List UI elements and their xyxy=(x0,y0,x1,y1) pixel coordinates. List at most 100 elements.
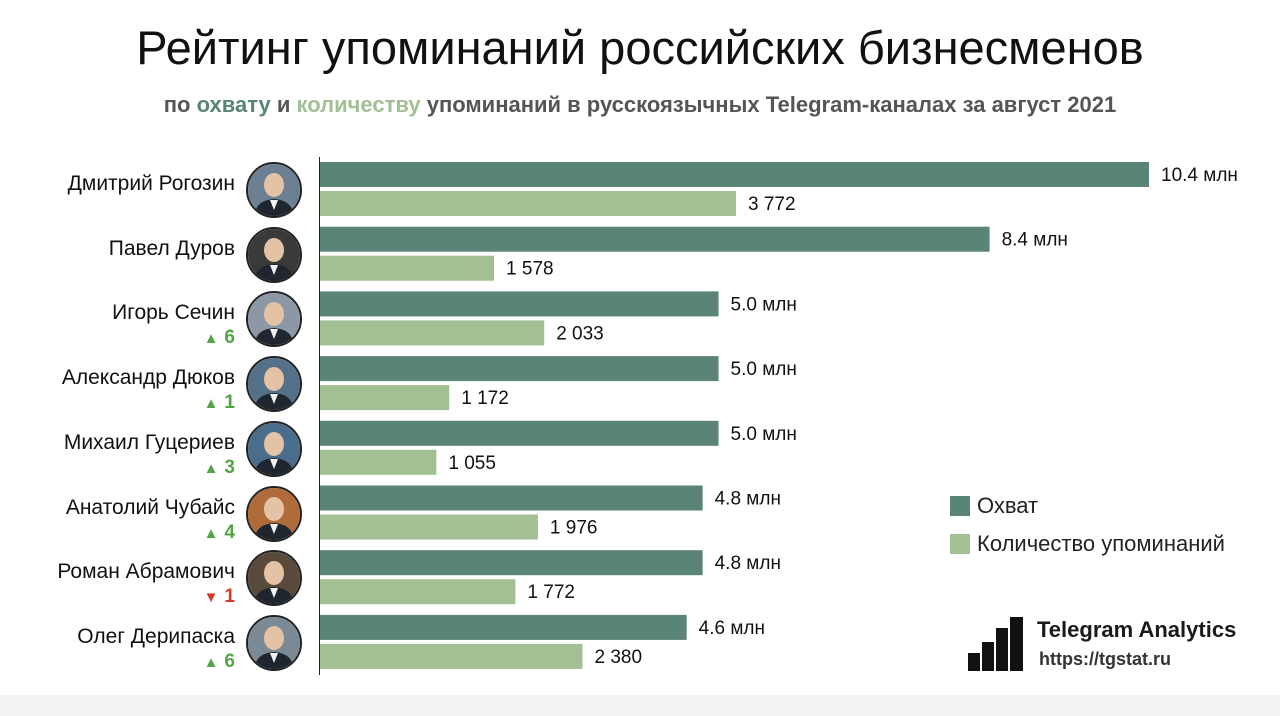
subtitle-part1: по xyxy=(163,92,191,117)
chart-axis-line xyxy=(319,157,320,675)
person-row: Олег Дерипаска ▲ 6 xyxy=(0,614,320,679)
person-row: Анатолий Чубайс ▲ 4 xyxy=(0,485,320,550)
bar-count-label: 1 772 xyxy=(527,582,575,603)
bar-reach xyxy=(320,614,687,640)
person-row: Павел Дуров xyxy=(0,226,320,291)
avatar xyxy=(246,226,302,283)
bar-count xyxy=(320,643,583,669)
avatar xyxy=(246,614,302,671)
chart-subtitle: по охвату и количеству упоминаний в русс… xyxy=(0,90,1280,120)
rank-change-value: 6 xyxy=(224,650,235,672)
avatar xyxy=(246,356,302,413)
rank-change-value: 3 xyxy=(224,456,235,478)
bar-reach-label: 10.4 млн xyxy=(1161,165,1238,186)
legend-swatch-reach xyxy=(950,496,970,516)
person-name: Анатолий Чубайс xyxy=(65,495,235,519)
person-name: Павел Дуров xyxy=(108,236,235,260)
person-name: Роман Абрамович xyxy=(57,560,235,584)
subtitle-part2: и xyxy=(276,92,291,117)
bar-reach-label: 5.0 млн xyxy=(731,294,797,315)
bar-reach-label: 4.8 млн xyxy=(715,553,781,574)
rank-change-value: 1 xyxy=(224,586,235,608)
rank-change-value: 6 xyxy=(224,327,235,349)
chart-title: Рейтинг упоминаний российских бизнесмено… xyxy=(136,21,1144,74)
subtitle-reach-word: охвату xyxy=(196,92,271,117)
bar-count xyxy=(320,579,516,605)
bar-count xyxy=(320,385,450,411)
portrait-icon xyxy=(248,358,300,411)
bar-reach xyxy=(320,550,703,576)
bar-count xyxy=(320,514,538,540)
bar-reach xyxy=(320,420,719,446)
portrait-icon xyxy=(248,228,300,281)
bar-reach-label: 5.0 млн xyxy=(731,359,797,380)
rank-change: ▲ 1 xyxy=(204,392,235,414)
bar-count-label: 2 380 xyxy=(594,647,642,668)
triangle-down-icon: ▼ xyxy=(203,589,219,607)
person-row: Роман Абрамович ▼ 1 xyxy=(0,550,320,614)
bar-reach xyxy=(320,485,703,511)
person-row: Игорь Сечин ▲ 6 xyxy=(0,291,320,355)
brand-block: Telegram Analytics https://tgstat.ru xyxy=(968,615,1268,675)
rank-change-value: 4 xyxy=(224,521,235,543)
bar-reach-label: 5.0 млн xyxy=(731,424,797,445)
triangle-up-icon: ▲ xyxy=(203,459,219,477)
avatar xyxy=(246,291,302,348)
avatar xyxy=(246,550,302,607)
bar-count-label: 2 033 xyxy=(556,323,604,344)
legend-label-reach: Охват xyxy=(977,493,1039,518)
person-row: Александр Дюков ▲ 1 xyxy=(0,356,320,420)
brand-url[interactable]: https://tgstat.ru xyxy=(1039,649,1171,669)
bar-reach xyxy=(320,291,719,317)
bar-count-label: 1 976 xyxy=(550,518,598,539)
person-name: Михаил Гуцериев xyxy=(63,430,235,454)
rank-change: ▲ 6 xyxy=(204,651,235,673)
bar-count xyxy=(320,255,495,281)
rank-change: ▼ 1 xyxy=(204,586,235,608)
portrait-icon xyxy=(248,487,300,540)
portrait-icon xyxy=(248,164,300,216)
bar-reach-label: 4.8 млн xyxy=(715,489,781,510)
rank-change: ▲ 3 xyxy=(204,457,235,479)
triangle-up-icon: ▲ xyxy=(203,330,219,348)
brand-name: Telegram Analytics xyxy=(1037,617,1237,642)
bar-count xyxy=(320,320,545,346)
person-name: Игорь Сечин xyxy=(112,301,235,325)
triangle-up-icon: ▲ xyxy=(203,653,219,671)
bar-reach-label: 4.6 млн xyxy=(699,618,765,639)
bar-reach-label: 8.4 млн xyxy=(1002,230,1068,251)
bar-reach xyxy=(320,162,1149,187)
person-name: Дмитрий Рогозин xyxy=(67,172,235,195)
person-name: Александр Дюков xyxy=(61,366,235,390)
bar-count-label: 1 578 xyxy=(506,259,554,280)
bar-count xyxy=(320,449,437,475)
legend-swatch-count xyxy=(950,534,970,554)
person-row: Михаил Гуцериев ▲ 3 xyxy=(0,420,320,485)
portrait-icon xyxy=(248,616,300,669)
bar-chart-logo-icon xyxy=(968,617,1023,671)
portrait-icon xyxy=(248,422,300,475)
rank-change: ▲ 6 xyxy=(204,327,235,349)
avatar xyxy=(246,420,302,477)
triangle-up-icon: ▲ xyxy=(203,395,219,413)
bar-count-label: 3 772 xyxy=(748,194,796,215)
bar-reach xyxy=(320,226,990,252)
legend-label-count: Количество упоминаний xyxy=(977,531,1225,556)
bar-count-label: 1 055 xyxy=(448,453,496,474)
bar-reach xyxy=(320,356,719,382)
bar-count-label: 1 172 xyxy=(461,388,509,409)
subtitle-count-word: количеству xyxy=(296,92,421,117)
rank-change-value: 1 xyxy=(224,392,235,414)
avatar xyxy=(246,485,302,542)
portrait-icon xyxy=(248,293,300,346)
portrait-icon xyxy=(248,552,300,605)
person-row: Дмитрий Рогозин xyxy=(0,162,320,226)
triangle-up-icon: ▲ xyxy=(203,524,219,542)
footer-strip xyxy=(0,695,1280,716)
rank-change: ▲ 4 xyxy=(204,522,235,544)
person-name: Олег Дерипаска xyxy=(77,624,235,648)
avatar xyxy=(246,162,302,218)
bar-count xyxy=(320,191,736,216)
subtitle-part3: упоминаний в русскоязычных Telegram-кана… xyxy=(426,92,1117,117)
